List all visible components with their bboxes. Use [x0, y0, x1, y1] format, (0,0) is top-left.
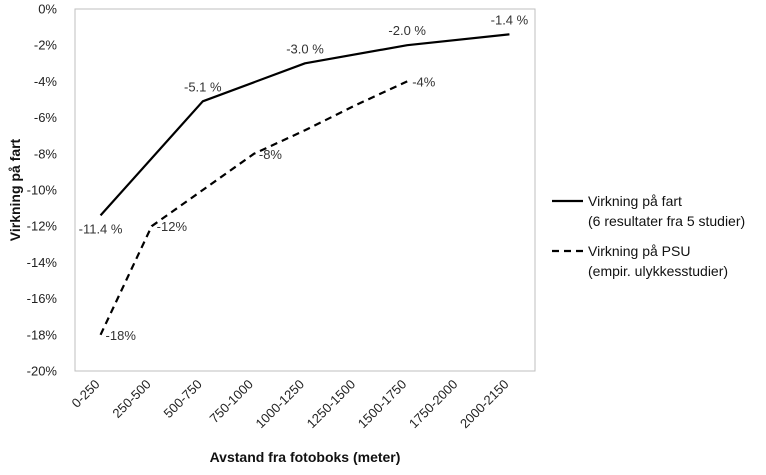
y-axis-title: Virkning på fart [7, 138, 23, 241]
y-tick-label: 0% [38, 2, 57, 17]
x-tick-label: 750-1000 [207, 377, 256, 426]
data-label: -12% [157, 219, 188, 234]
legend-sublabel-psu: (empir. ulykkesstudier) [588, 263, 728, 279]
legend-sublabel-speed: (6 resultater fra 5 studier) [588, 213, 745, 229]
data-label: -4% [412, 74, 436, 89]
data-label: -18% [106, 328, 137, 343]
y-tick-label: -8% [34, 146, 58, 161]
x-tick-label: 250-500 [109, 377, 153, 421]
series-line-speed [99, 33, 510, 217]
series-line-psu [99, 80, 408, 336]
data-label: -2.0 % [388, 23, 426, 38]
y-tick-label: -2% [34, 38, 58, 53]
y-tick-label: -14% [27, 255, 58, 270]
y-tick-label: -16% [27, 291, 58, 306]
x-tick-label: 1000-1250 [253, 377, 308, 432]
legend: Virkning på fart (6 resultater fra 5 stu… [552, 193, 745, 279]
y-tick-label: -10% [27, 183, 58, 198]
x-tick-label: 0-250 [69, 377, 103, 411]
data-label: -3.0 % [286, 41, 324, 56]
plot-area [74, 8, 536, 372]
x-tick-label: 1250-1500 [304, 377, 359, 432]
y-tick-label: -20% [27, 364, 58, 379]
legend-label-speed: Virkning på fart [588, 193, 682, 209]
legend-label-psu: Virkning på PSU [588, 243, 690, 259]
data-label: -1.4 % [491, 12, 529, 27]
y-tick-label: -12% [27, 219, 58, 234]
x-axis-title: Avstand fra fotoboks (meter) [210, 449, 401, 465]
y-tick-label: -6% [34, 110, 58, 125]
x-tick-label: 1750-2000 [406, 377, 461, 432]
y-tick-label: -4% [34, 74, 58, 89]
data-label: -8% [259, 147, 283, 162]
x-tick-label: 2000-2150 [457, 377, 512, 432]
x-tick-label: 1500-1750 [355, 377, 410, 432]
data-label: -11.4 % [79, 221, 123, 236]
x-tick-label: 500-750 [161, 377, 205, 421]
data-label: -5.1 % [184, 79, 222, 94]
y-tick-label: -18% [27, 327, 58, 342]
